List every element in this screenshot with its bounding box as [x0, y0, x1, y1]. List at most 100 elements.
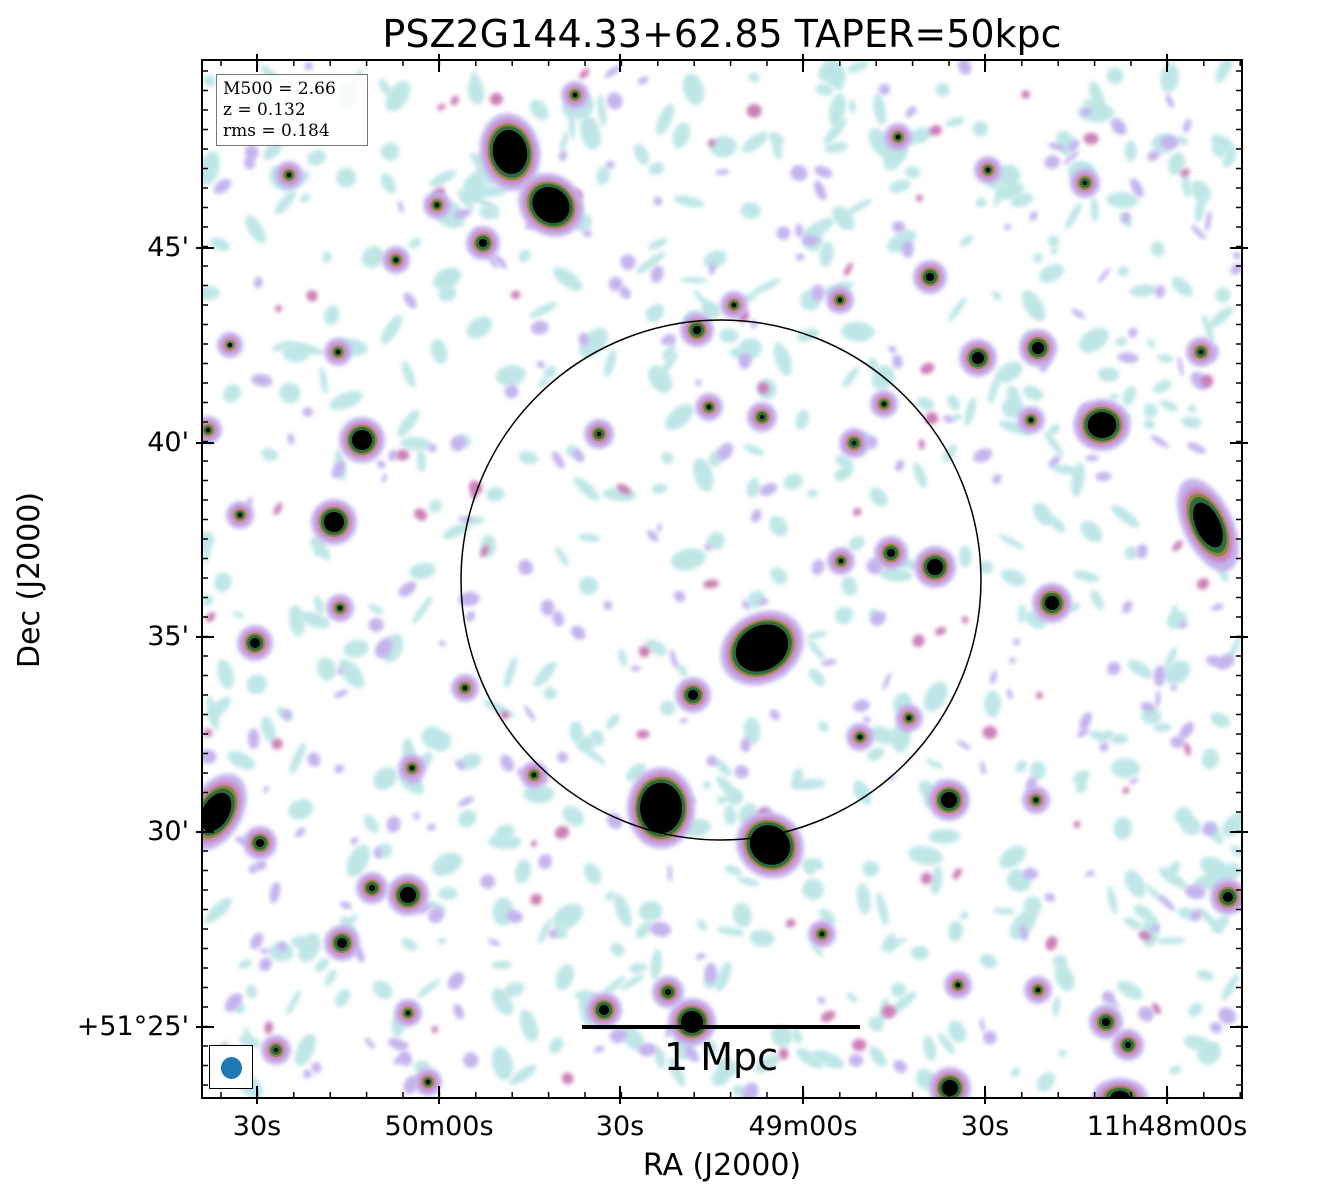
radio-emission [1099, 742, 1109, 752]
radio-emission [1202, 314, 1215, 344]
radio-emission [578, 576, 599, 595]
radio-emission [1150, 241, 1165, 257]
radio-emission [552, 451, 565, 469]
radio-emission [661, 352, 678, 375]
radio-emission [892, 220, 906, 233]
radio-emission [399, 1050, 412, 1067]
radio-emission [1048, 455, 1061, 468]
radio-emission [458, 796, 474, 807]
radio-emission [343, 639, 369, 658]
radio-emission [795, 223, 804, 238]
radio-emission [1110, 118, 1127, 136]
radio-emission [239, 1034, 261, 1049]
radio-emission [815, 83, 834, 96]
radio-emission [253, 276, 263, 289]
radio-emission [928, 829, 961, 844]
radio-emission [995, 361, 1023, 384]
radio-emission [1072, 570, 1100, 582]
radio-emission [599, 1005, 609, 1015]
radio-emission [286, 989, 301, 1016]
radio-emission [951, 414, 962, 421]
radio-emission [529, 301, 558, 319]
r500-circle [460, 319, 982, 841]
radio-emission [682, 73, 705, 105]
radio-emission [361, 246, 384, 268]
radio-emission [1177, 356, 1184, 377]
radio-emission [979, 1017, 985, 1032]
radio-emission [645, 639, 667, 656]
radio-emission [929, 125, 943, 136]
radio-emission [428, 499, 442, 513]
radio-emission [1138, 931, 1151, 941]
radio-emission [823, 118, 847, 145]
radio-emission [1170, 736, 1185, 748]
radio-emission [1181, 416, 1202, 428]
radio-emission [648, 238, 668, 250]
radio-emission [1052, 464, 1082, 475]
radio-emission [853, 699, 870, 713]
radio-emission [1032, 502, 1053, 526]
radio-emission [1036, 1072, 1056, 1092]
radio-emission [1006, 688, 1013, 700]
radio-emission [453, 1003, 464, 1020]
radio-emission [1153, 665, 1166, 687]
radio-emission [263, 785, 269, 794]
radio-emission [986, 168, 990, 172]
radio-emission [540, 599, 555, 617]
radio-emission [719, 328, 739, 343]
radio-emission [398, 581, 417, 597]
radio-emission [1124, 546, 1138, 560]
radio-emission [656, 103, 675, 136]
radio-emission [819, 241, 834, 267]
radio-emission [613, 893, 632, 927]
radio-emission [222, 384, 241, 403]
radio-emission [912, 634, 925, 648]
radio-emission [203, 728, 213, 738]
radio-emission [552, 903, 584, 930]
radio-emission [573, 449, 585, 463]
radio-emission [573, 93, 577, 97]
radio-emission [205, 612, 216, 623]
radio-emission [668, 336, 676, 346]
radio-emission [1157, 937, 1186, 945]
radio-emission [500, 754, 514, 772]
radio-emission [703, 579, 719, 589]
radio-emission [329, 390, 363, 410]
radio-emission [743, 717, 761, 745]
radio-emission [426, 1080, 430, 1084]
radio-emission [590, 729, 605, 746]
radio-emission [696, 919, 708, 931]
radio-emission [905, 166, 921, 179]
radio-emission [1033, 253, 1043, 263]
radio-emission [573, 477, 600, 501]
radio-emission [1138, 1006, 1154, 1022]
radio-emission [742, 131, 768, 154]
radio-emission [1122, 600, 1133, 614]
radio-emission [979, 953, 998, 969]
radio-emission [1034, 798, 1038, 802]
radio-emission [808, 668, 826, 687]
radio-emission [503, 982, 525, 998]
radio-emission [1178, 621, 1189, 629]
radio-emission [1155, 285, 1166, 299]
radio-emission [463, 686, 467, 690]
radio-emission [491, 960, 512, 970]
radio-emission [1003, 223, 1012, 231]
radio-emission [665, 989, 671, 995]
radio-emission [868, 357, 879, 373]
radio-emission [1017, 604, 1027, 624]
radio-emission [927, 559, 943, 575]
radio-emission [811, 944, 824, 957]
radio-emission [1097, 730, 1114, 743]
radio-emission [892, 354, 903, 369]
radio-emission [1143, 419, 1155, 430]
radio-emission [539, 377, 548, 389]
radio-emission [1010, 1067, 1021, 1077]
radio-emission [693, 326, 701, 334]
radio-emission [480, 874, 496, 889]
radio-emission [1130, 178, 1144, 198]
radio-emission [609, 1028, 628, 1043]
radio-emission [1073, 770, 1090, 784]
radio-emission [1182, 174, 1192, 198]
radio-emission [579, 68, 590, 79]
